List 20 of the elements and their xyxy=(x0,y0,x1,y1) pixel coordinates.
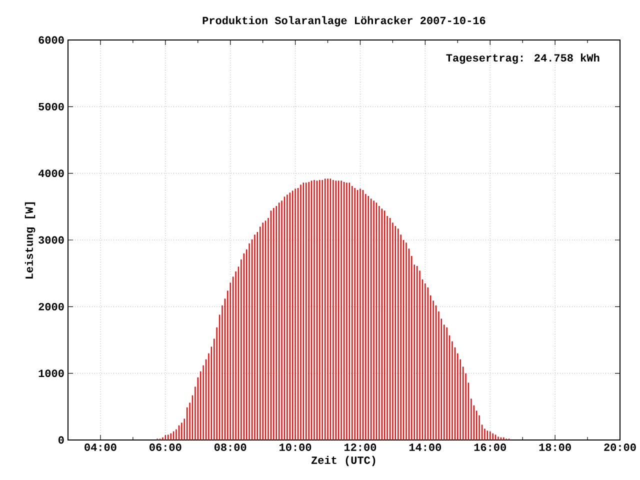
y-tick-label: 1000 xyxy=(38,370,64,378)
y-tick-label: 3000 xyxy=(38,236,64,244)
chart-title: Produktion Solaranlage Löhracker 2007-10-16 xyxy=(202,16,486,26)
y-tick-label: 4000 xyxy=(38,170,64,178)
x-tick-label: 10:00 xyxy=(280,444,312,451)
y-tick-label: 5000 xyxy=(38,102,64,110)
x-tick-label: 20:00 xyxy=(604,444,636,451)
x-tick-label: 18:00 xyxy=(539,444,571,451)
x-axis-title: Zeit (UTC) xyxy=(311,456,376,466)
x-tick-label: 08:00 xyxy=(214,444,246,451)
y-tick-label: 6000 xyxy=(38,36,64,44)
y-tick-label: 2000 xyxy=(38,302,64,310)
y-tick-label: 0 xyxy=(58,436,64,444)
x-tick-label: 04:00 xyxy=(84,444,116,451)
x-tick-label: 16:00 xyxy=(474,444,506,451)
x-tick-label: 14:00 xyxy=(409,444,442,451)
y-axis-title: Leistung [W] xyxy=(24,202,36,278)
x-tick-label: 12:00 xyxy=(344,444,376,451)
annotation: Tagesertrag: 24.758 kWh xyxy=(446,54,600,64)
x-tick-label: 06:00 xyxy=(150,444,182,451)
